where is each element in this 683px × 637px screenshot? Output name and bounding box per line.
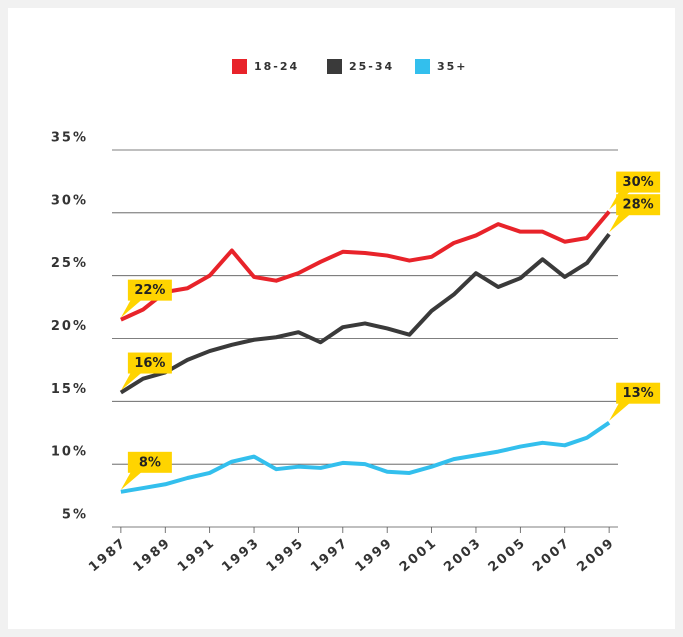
y-tick-label: 25% [51, 256, 88, 271]
callout-box [616, 194, 661, 216]
callout-pointer [120, 372, 142, 391]
callout: 8% [120, 451, 172, 490]
data-label: 8% [139, 455, 161, 470]
data-label: 13% [623, 386, 654, 401]
legend-swatch [327, 59, 342, 74]
y-tick-label: 15% [51, 382, 88, 397]
callout: 16% [120, 352, 172, 391]
legend-label: 25-34 [349, 60, 394, 73]
callout-pointer [609, 214, 631, 233]
legend-swatch [415, 59, 430, 74]
callout-box [616, 382, 661, 404]
callout: 13% [609, 382, 661, 421]
series-line [119, 232, 611, 395]
callout-pointer [120, 299, 142, 318]
y-tick-label: 5% [62, 508, 88, 523]
legend-label: 18-24 [254, 60, 299, 73]
data-label: 28% [623, 198, 654, 213]
callout-box [127, 279, 172, 301]
legend-label: 35+ [437, 60, 468, 73]
callout-box [616, 171, 661, 193]
y-tick-label: 35% [51, 131, 88, 146]
data-label: 30% [623, 175, 654, 190]
data-label: 22% [134, 283, 165, 298]
legend-swatch [232, 59, 247, 74]
callout-pointer [120, 471, 142, 490]
series-line [120, 210, 611, 322]
callout-pointer [609, 402, 631, 421]
card [8, 8, 675, 629]
y-tick-label: 30% [51, 193, 88, 208]
y-tick-label: 10% [51, 445, 88, 460]
data-label: 16% [134, 356, 165, 371]
y-tick-label: 20% [51, 319, 88, 334]
callout-box [127, 352, 172, 374]
callout: 22% [120, 279, 172, 318]
series-line [120, 421, 611, 494]
callout: 28% [609, 194, 661, 233]
callout-box [127, 451, 172, 473]
